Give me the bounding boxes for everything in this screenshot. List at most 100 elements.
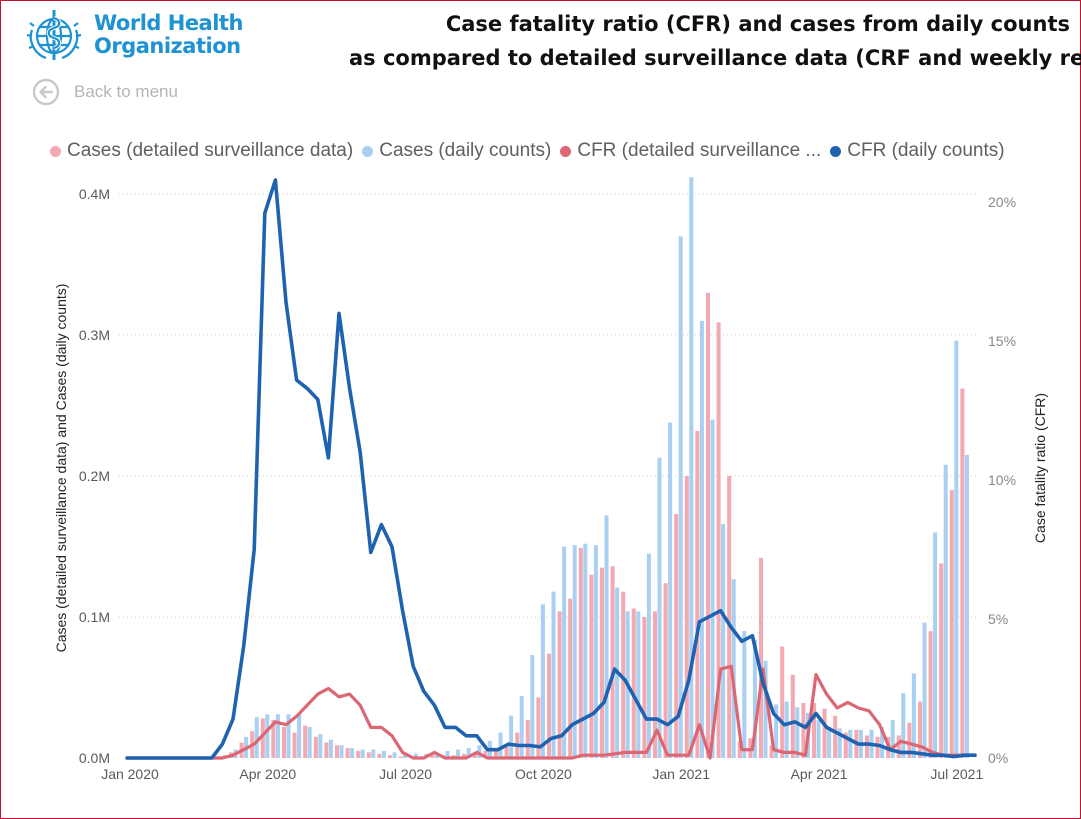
bar-cases-surveillance <box>568 598 573 758</box>
bar-cases-surveillance <box>610 566 615 758</box>
y2-tick-label: 0% <box>988 750 1008 766</box>
legend-dot <box>50 145 61 157</box>
bar-cases-daily <box>890 719 895 758</box>
y-tick-label: 0.2M <box>79 468 110 484</box>
bar-cases-surveillance <box>801 703 806 758</box>
y-tick-label: 0.4M <box>79 186 110 202</box>
bar-cases-daily <box>530 655 535 758</box>
bar-cases-surveillance <box>546 653 551 758</box>
y2-tick-label: 15% <box>988 333 1016 349</box>
bar-cases-surveillance <box>324 742 329 758</box>
bar-cases-daily <box>646 553 651 758</box>
bar-cases-surveillance <box>833 715 838 758</box>
bar-cases-daily <box>954 340 959 758</box>
bar-cases-surveillance <box>896 735 901 758</box>
page-title: Case fatality ratio (CFR) and cases from… <box>300 7 1081 77</box>
who-wordmark: World Health Organization <box>94 12 243 58</box>
bar-cases-daily <box>911 673 916 758</box>
bar-cases-daily <box>742 631 747 758</box>
bar-cases-daily <box>392 752 397 758</box>
bar-cases-daily <box>456 749 461 758</box>
legend-label: CFR (detailed surveillance ... <box>577 140 822 161</box>
bar-cases-daily <box>445 750 450 758</box>
bar-cases-daily <box>265 714 270 758</box>
bar-cases-surveillance <box>928 631 933 758</box>
bar-cases-surveillance <box>557 611 562 758</box>
y2-tick-label: 5% <box>988 611 1008 627</box>
bar-cases-daily <box>636 611 641 758</box>
legend-dot <box>560 145 572 157</box>
legend-item-cases-daily[interactable]: Cases (daily counts) <box>362 140 551 162</box>
bar-cases-surveillance <box>430 755 435 758</box>
bar-cases-daily <box>964 454 969 758</box>
legend-item-cases-surveillance[interactable]: Cases (detailed surveillance data) <box>50 140 353 162</box>
who-emblem-icon <box>26 10 82 60</box>
bar-cases-daily <box>668 422 673 758</box>
y-axis-title: Cases (detailed surveillance data) and C… <box>53 284 69 653</box>
legend-dot <box>830 145 842 157</box>
bar-cases-daily <box>297 714 302 758</box>
bar-cases-surveillance <box>684 476 689 758</box>
bar-cases-surveillance <box>960 388 965 758</box>
bar-cases-surveillance <box>292 732 297 758</box>
bar-cases-daily <box>827 726 832 758</box>
legend-label: Cases (detailed surveillance data) <box>67 140 354 161</box>
back-to-menu-button[interactable]: Back to menu <box>32 78 178 106</box>
bar-cases-daily <box>551 591 556 758</box>
axes: 0.0M 0.1M 0.2M 0.3M 0.4M 0% 5% 10% 15% 20% Jan 202… <box>79 186 1016 782</box>
bar-cases-surveillance <box>843 732 848 758</box>
y2-axis-title: Case fatality ratio (CFR) <box>1032 393 1048 543</box>
legend-label: Cases (daily counts) <box>379 140 552 161</box>
bar-cases-daily <box>943 464 948 758</box>
bar-cases-surveillance <box>917 701 922 758</box>
bar-cases-daily <box>477 745 482 758</box>
bar-cases-daily <box>572 545 577 758</box>
bar-cases-daily <box>307 726 312 758</box>
bar-cases-surveillance <box>716 322 721 758</box>
bar-cases-surveillance <box>260 718 265 758</box>
bar-cases-daily <box>498 732 503 758</box>
bar-cases-daily <box>466 748 471 758</box>
legend-item-cfr-surveillance[interactable]: CFR (detailed surveillance ... <box>560 140 821 162</box>
bar-cases-surveillance <box>907 722 912 758</box>
bar-cases-daily <box>275 714 280 758</box>
bar-cases-surveillance <box>875 736 880 758</box>
bar-cases-surveillance <box>769 745 774 758</box>
logo-line-1: World Health <box>94 11 243 35</box>
bar-cases-surveillance <box>780 646 785 758</box>
bar-cases-surveillance <box>271 719 276 758</box>
bar-cases-daily <box>880 726 885 758</box>
x-tick-label: Apr 2021 <box>791 766 848 782</box>
x-tick-label: Apr 2020 <box>239 766 296 782</box>
bar-cases-daily <box>774 704 779 758</box>
bar-cases-daily <box>922 622 927 758</box>
x-tick-label: Jan 2020 <box>101 766 159 782</box>
bar-cases-daily <box>721 523 726 758</box>
bar-cases-daily <box>339 745 344 758</box>
x-tick-label: Jan 2021 <box>652 766 710 782</box>
bar-cases-surveillance <box>822 708 827 758</box>
bar-cases-surveillance <box>281 726 286 758</box>
bar-cases-daily <box>816 719 821 758</box>
bar-cases-daily <box>413 753 418 758</box>
bar-cases-surveillance <box>949 490 954 758</box>
bar-cases-daily <box>795 707 800 758</box>
line-cfr-daily <box>125 178 977 760</box>
bar-cases-surveillance <box>345 748 350 758</box>
bar-cases-daily <box>933 532 938 758</box>
bar-cases-surveillance <box>599 567 604 758</box>
bar-cases-daily <box>360 749 365 758</box>
bar-cases-daily <box>540 604 545 758</box>
bar-cases-surveillance <box>674 514 679 758</box>
y2-tick-label: 10% <box>988 472 1016 488</box>
gridlines <box>119 193 979 618</box>
bar-cases-daily <box>562 546 567 758</box>
bar-cases-daily <box>509 715 514 758</box>
y-tick-label: 0.0M <box>79 750 110 766</box>
legend-item-cfr-daily[interactable]: CFR (daily counts) <box>830 140 1005 162</box>
bar-cases-surveillance <box>737 741 742 758</box>
logo-line-2: Organization <box>94 34 241 58</box>
bar-cases-surveillance <box>758 557 763 758</box>
bar-cases-daily <box>328 739 333 758</box>
bar-cases-surveillance <box>578 547 583 758</box>
